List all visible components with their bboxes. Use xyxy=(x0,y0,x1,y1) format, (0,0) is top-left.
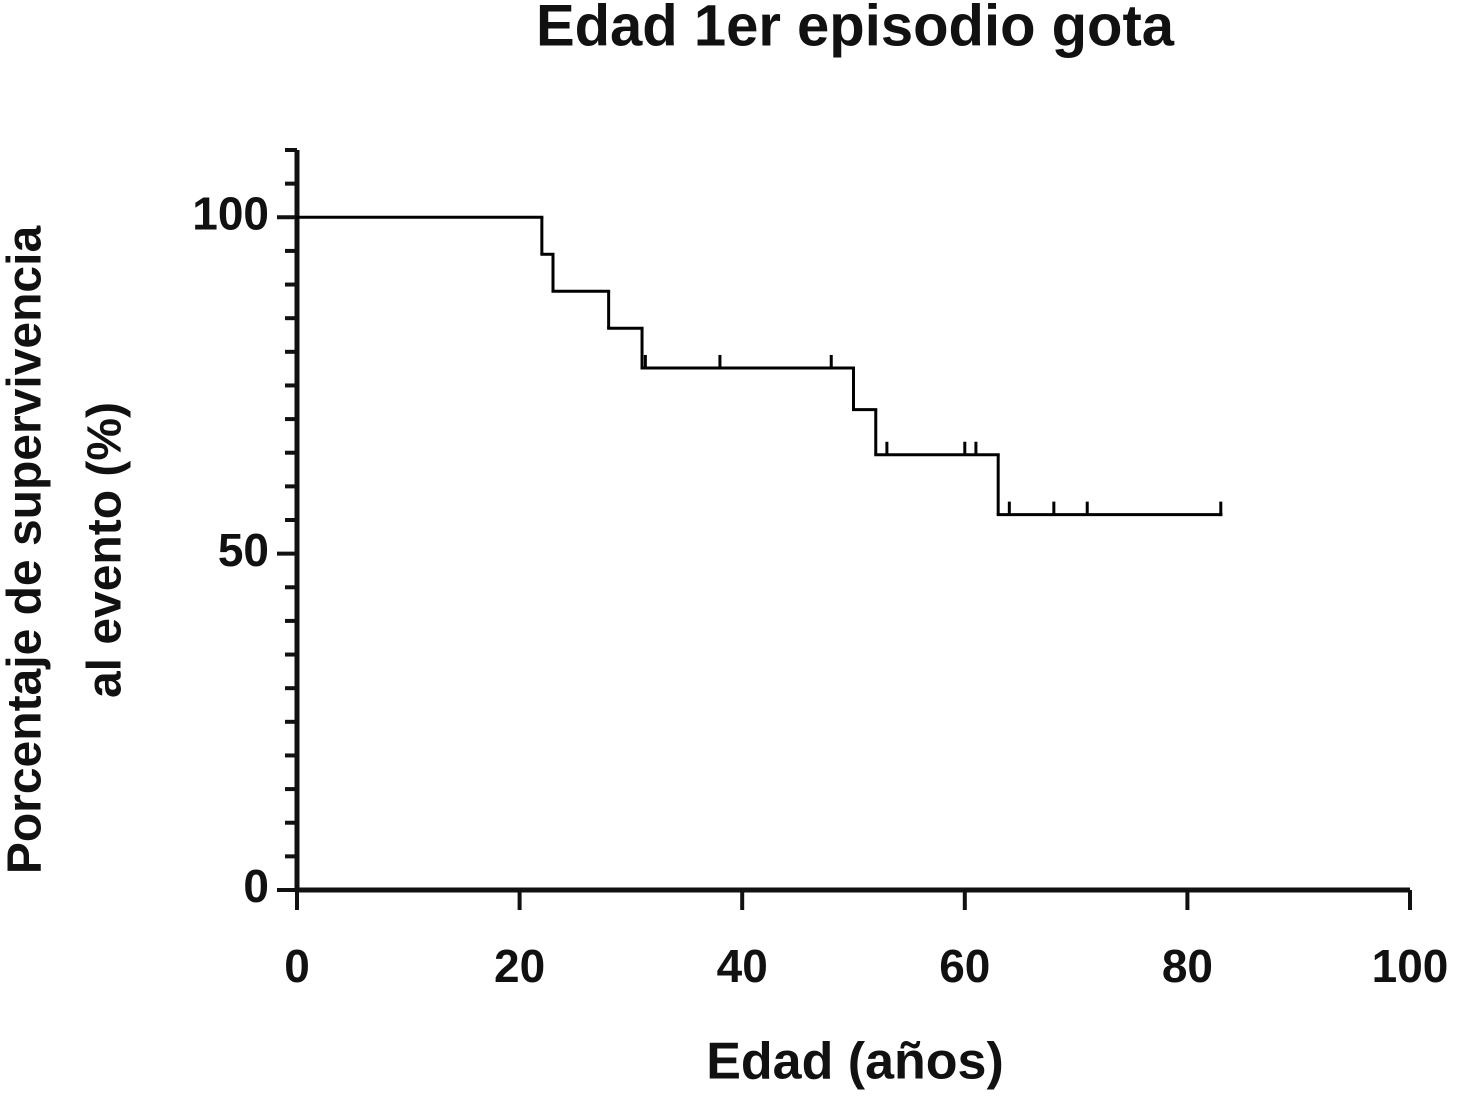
y-tick-label: 0 xyxy=(243,860,269,912)
x-tick-label: 40 xyxy=(717,940,768,992)
y-tick-label: 100 xyxy=(192,187,269,239)
y-axis-label: Porcentaje de supervivencia xyxy=(0,226,52,875)
y-tick-label: 50 xyxy=(218,524,269,576)
chart-title: Edad 1er episodio gota xyxy=(536,0,1175,58)
y-axis-label: al evento (%) xyxy=(79,402,132,698)
x-tick-label: 100 xyxy=(1372,940,1449,992)
x-tick-label: 80 xyxy=(1162,940,1213,992)
x-tick-label: 20 xyxy=(494,940,545,992)
x-axis-label: Edad (años) xyxy=(706,1033,1004,1091)
x-tick-label: 0 xyxy=(284,940,310,992)
x-tick-label: 60 xyxy=(939,940,990,992)
